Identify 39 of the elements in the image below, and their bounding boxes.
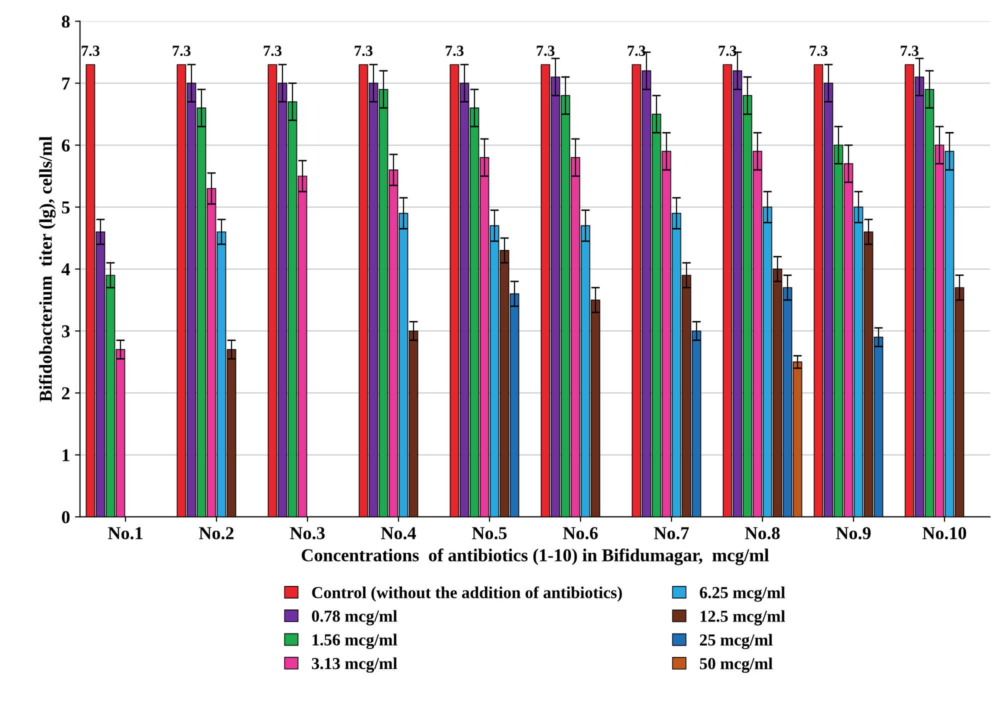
x-tick-label: No.5 (472, 527, 507, 540)
y-tick-label: 6 (62, 139, 70, 152)
y-tick-label: 2 (62, 387, 70, 400)
x-tick-label: No.10 (922, 527, 966, 540)
y-tick-label: 1 (62, 449, 70, 462)
x-tick-label: No.2 (199, 527, 234, 540)
y-tick-label: 5 (62, 202, 70, 214)
y-tick-label: 0 (62, 511, 70, 524)
x-tick-label: No.7 (654, 527, 689, 540)
data-label: 7.3 (536, 46, 554, 56)
y-tick-label: 7 (62, 78, 70, 90)
x-tick-label: No.6 (563, 527, 598, 540)
legend-label: 50 mcg/ml (700, 658, 773, 673)
y-tick-label: 8 (62, 15, 70, 28)
legend-label: 3.13 mcg/ml (312, 657, 398, 673)
legend-label: 12.5 mcg/ml (700, 610, 786, 626)
legend-label: 1.56 mcg/ml (312, 634, 398, 649)
y-axis-title: Bifidobacterium titer (lg), cells/ml (38, 136, 56, 402)
data-label: 7.3 (264, 46, 282, 56)
data-label: 7.3 (82, 46, 100, 56)
x-tick-label: No.1 (108, 527, 142, 540)
data-label: 7.3 (354, 46, 372, 56)
x-tick-label: No.3 (290, 527, 325, 540)
x-axis-title: Concentrations of antibiotics (1-10) in Bifidumagar, mcg/ml (302, 548, 769, 566)
data-label: 7.3 (446, 46, 464, 56)
data-label: 7.3 (810, 46, 828, 56)
y-tick-label: 4 (62, 263, 70, 276)
data-label: 7.3 (172, 46, 190, 56)
data-label: 7.3 (900, 46, 918, 56)
legend-label: 25 mcg/ml (700, 634, 773, 650)
y-tick-label: 3 (62, 325, 70, 338)
legend-label: 0.78 mcg/ml (312, 610, 398, 626)
x-tick-label: No.8 (745, 527, 780, 540)
x-tick-label: No.4 (381, 527, 416, 540)
data-label: 7.3 (628, 46, 646, 56)
legend-label: 6.25 mcg/ml (700, 586, 786, 602)
data-label: 7.3 (718, 46, 736, 56)
x-tick-label: No.9 (836, 527, 871, 540)
legend-label: Control (without the addition of antibiotics) (312, 586, 622, 602)
